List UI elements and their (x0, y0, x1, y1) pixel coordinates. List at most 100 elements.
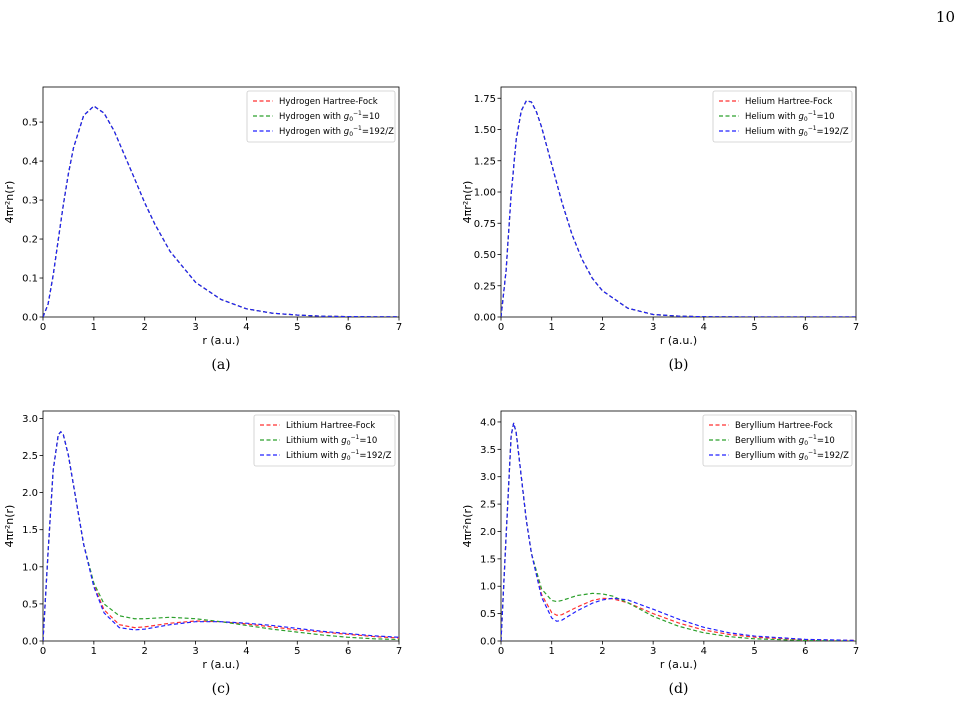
x-axis-label: r (a.u.) (202, 334, 239, 347)
legend-entry-1: Lithium Hartree-Fock (286, 421, 375, 431)
x-tick-label: 3 (192, 646, 198, 657)
legend-entry-3: Lithium with g0−1=192/Z (286, 449, 392, 462)
chart-panel-3: 0 1 2 3 4 5 6 7 0.0 0.5 1.0 1.5 2.0 2.5 3.0 r (a.u.) 4πr… (3, 410, 402, 697)
chart-panel-4: 0 1 2 3 4 5 6 7 0.0 0.5 1.0 1.5 2.0 2.5 3.0 3.5 4.0 r (a.… (461, 410, 859, 697)
y-tick-label: 1.5 (480, 554, 496, 565)
panel-caption: (b) (669, 357, 689, 373)
legend-entry-1: Beryllium Hartree-Fock (735, 421, 833, 431)
chart-panel-2: 0 1 2 3 4 5 6 7 0.00 0.25 0.50 0.75 1.00 1.25 1.50 1.75… (461, 86, 859, 373)
y-tick-label: 0.3 (22, 196, 38, 207)
x-tick-label: 2 (599, 646, 605, 657)
x-tick-label: 6 (802, 322, 808, 333)
legend-entry-3: Helium with g0−1=192/Z (745, 125, 849, 138)
x-tick-label: 6 (345, 322, 351, 333)
x-axis-label: r (a.u.) (660, 658, 697, 671)
y-axis-label: 4πr²n(r) (461, 181, 474, 224)
x-tick-label: 6 (345, 646, 351, 657)
y-tick-label: 0.5 (22, 118, 38, 129)
page-number: 10 (935, 8, 955, 26)
legend-box (246, 90, 396, 143)
x-tick-label: 2 (599, 322, 605, 333)
plot-frame (42, 410, 400, 642)
series-line-1 (501, 422, 856, 641)
y-axis-label: 4πr²n(r) (3, 505, 16, 548)
legend: Hydrogen Hartree-Fock Hydrogen with g0−1=… (246, 90, 396, 143)
panel-caption: (c) (212, 681, 231, 697)
x-tick-label: 0 (40, 322, 46, 333)
series-line-3 (43, 430, 399, 641)
y-tick-label: 0.75 (474, 219, 496, 230)
plot-frame (42, 86, 400, 318)
y-tick-label: 1.5 (22, 525, 38, 536)
x-tick-label: 3 (650, 322, 656, 333)
legend-box (702, 414, 853, 467)
legend-entry-3: Hydrogen with g0−1=192/Z (279, 125, 394, 138)
x-tick-label: 2 (142, 322, 148, 333)
y-tick-label: 0.2 (22, 235, 38, 246)
y-tick-label: 0.1 (22, 274, 38, 285)
y-tick-label: 1.50 (474, 125, 496, 136)
x-tick-label: 7 (396, 322, 402, 333)
legend-box (712, 90, 853, 143)
y-tick-label: 1.75 (474, 94, 496, 105)
legend: Lithium Hartree-Fock Lithium with g0−1=10… (253, 414, 396, 467)
x-tick-label: 1 (549, 322, 555, 333)
y-tick-label: 0.5 (480, 609, 496, 620)
legend-entry-3: Beryllium with g0−1=192/Z (735, 449, 849, 462)
y-tick-label: 3.5 (480, 445, 496, 456)
x-tick-label: 1 (91, 322, 97, 333)
series-line-3 (501, 100, 856, 317)
x-tick-label: 1 (549, 646, 555, 657)
y-tick-label: 1.0 (480, 582, 496, 593)
y-tick-label: 2.0 (480, 527, 496, 538)
y-axis-label: 4πr²n(r) (461, 505, 474, 548)
plot-frame (500, 86, 857, 318)
x-tick-label: 5 (751, 646, 757, 657)
y-tick-label: 0.25 (474, 281, 496, 292)
legend-entry-2: Lithium with g0−1=10 (286, 434, 377, 447)
legend: Beryllium Hartree-Fock Beryllium with g0−… (702, 414, 853, 467)
y-tick-label: 2.0 (22, 488, 38, 499)
legend: Helium Hartree-Fock Helium with g0−1=10 He… (712, 90, 853, 143)
x-tick-label: 1 (91, 646, 97, 657)
x-tick-label: 7 (396, 646, 402, 657)
y-tick-label: 1.25 (474, 156, 496, 167)
x-tick-label: 4 (243, 646, 249, 657)
y-tick-label: 0.0 (480, 637, 496, 648)
y-tick-label: 0.50 (474, 250, 496, 261)
x-axis-label: r (a.u.) (202, 658, 239, 671)
panel-caption: (a) (211, 357, 230, 373)
x-tick-label: 2 (142, 646, 148, 657)
y-tick-label: 2.5 (480, 500, 496, 511)
legend-entry-1: Hydrogen Hartree-Fock (279, 97, 378, 107)
y-tick-label: 0.4 (22, 157, 38, 168)
x-tick-label: 7 (853, 646, 859, 657)
series-line-3 (43, 105, 399, 317)
x-tick-label: 7 (853, 322, 859, 333)
plot-frame (500, 410, 857, 642)
legend-box (253, 414, 396, 467)
x-tick-label: 5 (294, 322, 300, 333)
y-tick-label: 0.5 (22, 599, 38, 610)
y-tick-label: 4.0 (480, 417, 496, 428)
x-tick-label: 0 (498, 322, 504, 333)
legend-entry-2: Beryllium with g0−1=10 (735, 434, 835, 447)
x-tick-label: 4 (701, 322, 707, 333)
x-tick-label: 5 (294, 646, 300, 657)
x-tick-label: 3 (192, 322, 198, 333)
x-tick-label: 4 (243, 322, 249, 333)
series-line-2 (501, 422, 856, 641)
chart-panel-1: 0 1 2 3 4 5 6 7 0.0 0.1 0.2 0.3 0.4 0.5 r (a.u.) 4πr²n(… (3, 86, 402, 373)
x-tick-label: 0 (40, 646, 46, 657)
x-tick-label: 0 (498, 646, 504, 657)
y-tick-label: 1.0 (22, 562, 38, 573)
panel-caption: (d) (669, 681, 689, 697)
y-axis-label: 4πr²n(r) (3, 181, 16, 224)
series-line-3 (501, 422, 856, 641)
x-tick-label: 5 (751, 322, 757, 333)
legend-entry-2: Hydrogen with g0−1=10 (279, 110, 380, 123)
x-tick-label: 6 (802, 646, 808, 657)
y-tick-label: 0.0 (22, 313, 38, 324)
legend-entry-1: Helium Hartree-Fock (745, 97, 832, 107)
